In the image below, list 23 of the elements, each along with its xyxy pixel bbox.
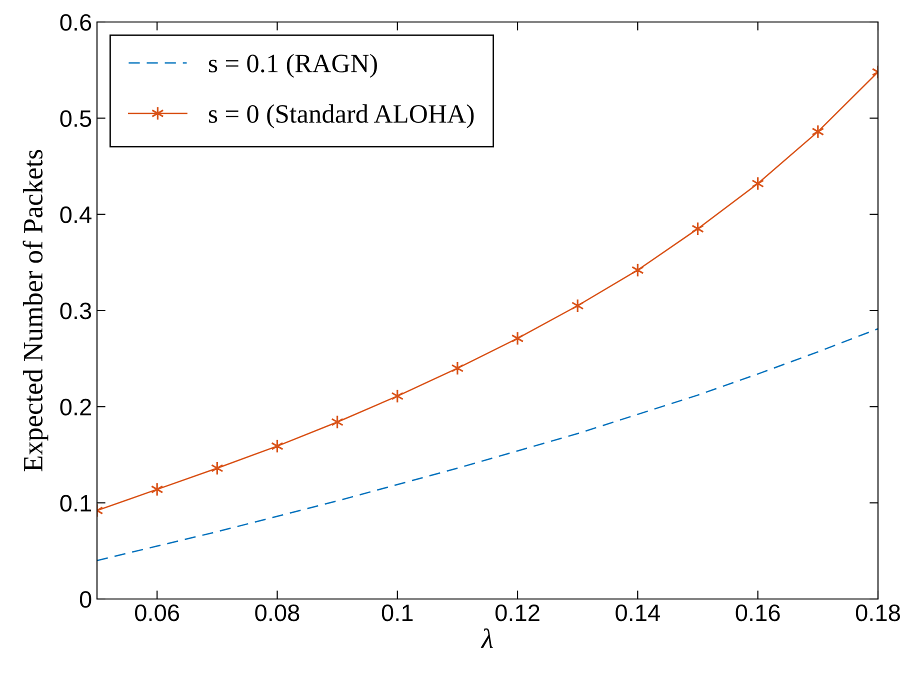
y-tick-label: 0.2 [60,398,91,416]
y-tick-label: 0.6 [60,14,92,31]
legend-label: s = 0 (Standard ALOHA) [208,104,474,128]
x-tick-label: 0.1 [382,604,413,622]
x-tick-label: 0.06 [135,604,180,622]
y-tick-label: 0.3 [60,302,92,320]
point [812,124,824,139]
x-tick-label: 0.18 [856,604,900,622]
x-tick-label: 0.16 [736,604,780,622]
point [511,331,524,346]
y-axis-title: Expected Number of Packets [22,150,48,472]
legend-label: s = 0.1 (RAGN) [208,54,377,78]
point [451,361,464,376]
line-series [97,328,878,562]
point [150,482,164,496]
x-tick-label: 0.14 [616,604,660,622]
x-axis-title: λ [480,628,493,648]
y-tick-label: 0.4 [60,206,92,224]
x-tick-label: 0.12 [495,604,540,622]
y-tick-label: 0.5 [60,110,92,127]
x-tick-label: 0.08 [255,604,300,622]
y-tick-label: 0 [80,591,92,608]
y-tick-label: 0.1 [60,494,91,512]
